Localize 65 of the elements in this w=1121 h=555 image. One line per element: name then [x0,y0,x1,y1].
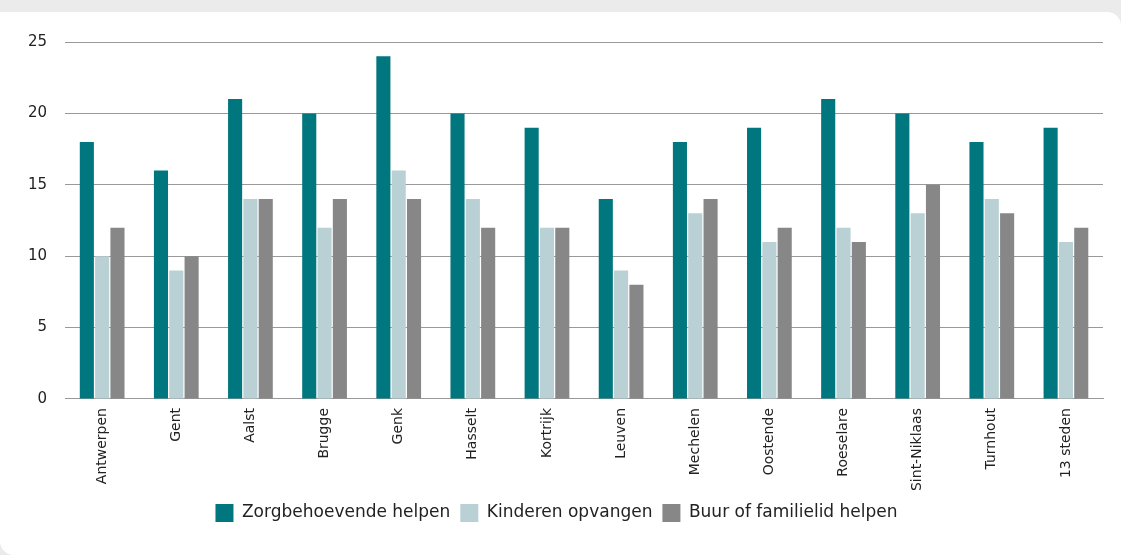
bar [169,270,184,399]
bar [777,227,792,399]
bar [925,184,941,399]
x-tick-label: Aalst [241,407,258,443]
y-tick-label: 0 [37,388,48,407]
bar [332,199,347,399]
legend-label: Zorgbehoevende helpen [241,501,451,522]
bar [703,199,718,399]
x-tick-label: Gent [166,407,183,442]
bar [895,113,910,399]
y-tick-label: 15 [27,174,48,193]
bar [969,141,984,399]
y-tick-label: 5 [37,317,48,336]
bar [302,113,317,399]
bar [836,227,851,399]
bar [1000,213,1015,399]
bar [539,227,555,399]
x-tick-label: 13 steden [1056,408,1073,479]
x-tick-label: Oostende [760,408,777,476]
x-tick-label: Genk [389,407,406,445]
bar [524,127,539,399]
bar [555,227,570,399]
bar [258,199,273,399]
bar [79,141,94,399]
bar [851,241,866,399]
x-tick-label: Roeselare [834,408,851,477]
bar [1058,241,1073,399]
bar [184,256,199,399]
bar [391,170,406,399]
bar [153,170,169,399]
bar [110,227,125,399]
bar [614,270,629,399]
legend-label: Buur of familielid helpen [688,501,898,522]
bar [95,256,110,399]
bar [317,227,332,399]
bar [688,213,703,399]
x-tick-label: Mechelen [685,408,702,476]
x-tick-label: Sint-Niklaas [908,408,925,492]
bar [1074,227,1089,399]
bar [629,284,644,399]
bar [984,199,999,399]
bar [406,199,422,399]
bar [672,141,687,399]
x-tick-label: Brugge [315,408,332,459]
x-tick-label: Hasselt [463,407,480,460]
y-tick-label: 20 [27,103,48,122]
x-tick-label: Leuven [611,408,628,459]
bar [450,113,465,399]
bar [481,227,496,399]
bar [465,199,480,399]
bar [747,127,762,399]
legend-label: Kinderen opvangen [486,501,653,522]
bar [1043,127,1058,399]
x-tick-label: Turnhout [982,407,999,471]
x-tick-label: Antwerpen [92,408,109,485]
bar [762,241,777,399]
bar [228,99,243,399]
bar [821,99,836,399]
bar [910,213,925,399]
bar [376,56,391,399]
bar [598,199,613,399]
x-tick-label: Kortrijk [537,407,554,458]
y-tick-label: 10 [27,246,48,265]
y-tick-label: 25 [27,31,48,50]
bar [243,199,258,399]
